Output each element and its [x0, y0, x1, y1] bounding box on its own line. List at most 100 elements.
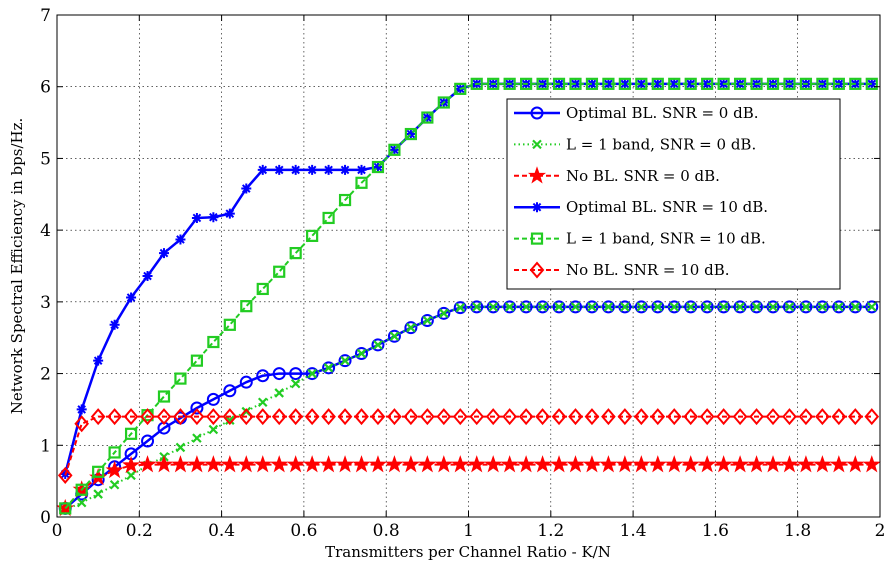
- data-point: [93, 355, 104, 366]
- data-point: [454, 82, 467, 95]
- legend-marker: [527, 166, 547, 184]
- data-point: [681, 455, 700, 473]
- data-point: [685, 302, 696, 312]
- data-point: [387, 408, 402, 426]
- data-point: [76, 497, 87, 508]
- data-point: [650, 408, 666, 426]
- data-point: [238, 408, 254, 426]
- data-point: [274, 388, 284, 398]
- data-point: [799, 77, 813, 90]
- legend-marker: [532, 202, 542, 213]
- data-point: [718, 302, 729, 312]
- x-tick-label: 0.4: [208, 521, 235, 541]
- data-point: [601, 408, 616, 426]
- data-point: [782, 408, 797, 426]
- data-point: [437, 306, 451, 320]
- data-point: [420, 408, 435, 426]
- legend-marker: [532, 139, 542, 150]
- data-point: [798, 408, 814, 426]
- data-point: [352, 455, 371, 473]
- data-point: [190, 354, 204, 367]
- data-point: [354, 408, 369, 426]
- data-point: [174, 372, 187, 385]
- data-point: [256, 369, 270, 383]
- data-point: [502, 408, 517, 426]
- data-point: [700, 300, 714, 314]
- x-tick-label: 1: [463, 521, 474, 541]
- data-point: [521, 302, 531, 312]
- data-point: [751, 302, 762, 312]
- legend-entry: Optimal BL. SNR = 10 dB.: [514, 198, 768, 216]
- legend-entry: Optimal BL. SNR = 0 dB.: [514, 104, 758, 122]
- data-point: [223, 384, 237, 398]
- data-point: [126, 292, 137, 303]
- data-point: [801, 302, 811, 312]
- data-point: [733, 77, 747, 90]
- data-point: [714, 455, 733, 473]
- data-point: [122, 455, 141, 474]
- data-point: [220, 455, 239, 473]
- data-point: [305, 367, 319, 381]
- data-point: [355, 176, 368, 189]
- data-point: [187, 455, 206, 473]
- data-point: [668, 77, 681, 90]
- data-point: [389, 144, 400, 155]
- data-point: [255, 408, 271, 426]
- legend-marker: [530, 232, 544, 245]
- data-point: [222, 408, 238, 426]
- data-point: [780, 455, 799, 473]
- data-point: [321, 408, 336, 426]
- data-point: [307, 368, 317, 379]
- data-point: [173, 408, 188, 426]
- x-tick-label: 1.8: [784, 521, 811, 541]
- data-point: [666, 408, 682, 426]
- data-point: [385, 455, 404, 473]
- x-tick-label: 0: [52, 521, 63, 541]
- data-point: [335, 455, 355, 473]
- data-point: [847, 408, 863, 426]
- data-point: [304, 408, 320, 426]
- data-point: [636, 78, 647, 89]
- data-point: [175, 234, 186, 245]
- data-point: [816, 77, 829, 90]
- data-point: [535, 408, 550, 426]
- data-point: [683, 408, 699, 426]
- data-point: [92, 465, 105, 478]
- data-point: [338, 354, 352, 368]
- data-point: [766, 77, 780, 90]
- data-point: [204, 455, 223, 473]
- data-point: [434, 455, 453, 473]
- legend-entry: L = 1 band, SNR = 10 dB.: [514, 230, 766, 248]
- data-point: [74, 415, 90, 433]
- data-point: [270, 455, 289, 473]
- data-point: [848, 300, 862, 314]
- y-tick-label: 3: [40, 293, 51, 313]
- legend-label: No BL. SNR = 10 dB.: [566, 261, 730, 279]
- data-point: [469, 408, 485, 426]
- data-point: [256, 282, 269, 296]
- y-tick-label: 6: [40, 78, 51, 98]
- data-point: [665, 455, 684, 473]
- data-point: [208, 212, 219, 223]
- legend: Optimal BL. SNR = 0 dB. L = 1 band, SNR =…: [506, 98, 841, 290]
- x-axis-label: Transmitters per Channel Ratio - K/N: [325, 543, 611, 561]
- data-point: [340, 355, 350, 366]
- series-line: [64, 415, 872, 476]
- data-point: [750, 77, 763, 90]
- data-point: [471, 302, 482, 312]
- data-point: [684, 77, 697, 90]
- data-point: [373, 340, 383, 350]
- data-point: [306, 229, 319, 242]
- data-point: [158, 248, 169, 259]
- data-point: [632, 455, 651, 473]
- series-line: [64, 82, 872, 510]
- data-point: [157, 390, 171, 403]
- data-point: [289, 246, 302, 260]
- data-point: [717, 77, 730, 90]
- data-point: [126, 470, 136, 481]
- data-point: [138, 455, 157, 473]
- data-point: [307, 164, 318, 175]
- data-point: [389, 331, 400, 342]
- data-point: [651, 77, 664, 90]
